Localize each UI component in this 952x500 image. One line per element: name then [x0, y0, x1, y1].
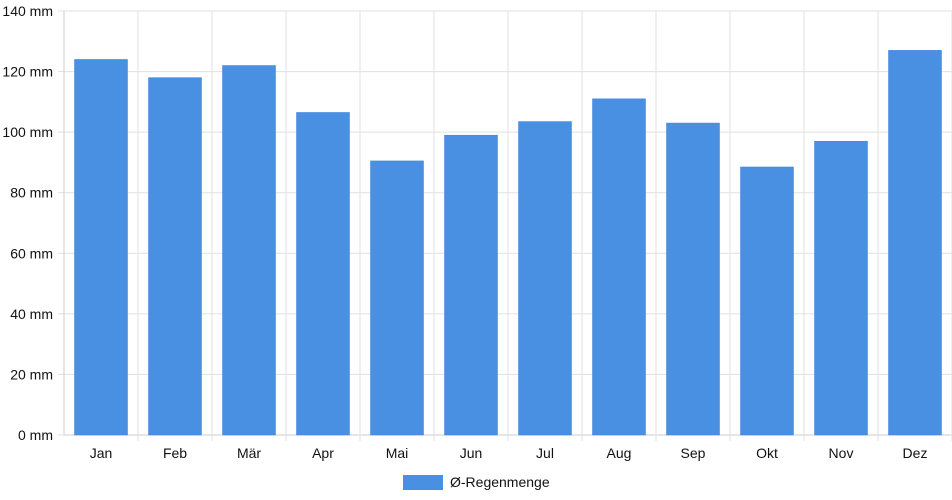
bar-mär[interactable] [222, 65, 276, 436]
x-tick-label: Nov [829, 445, 854, 461]
x-tick-label: Feb [163, 445, 187, 461]
bar-aug[interactable] [592, 98, 646, 436]
x-tick-label: Mai [386, 445, 409, 461]
bars [74, 50, 942, 436]
legend-swatch [403, 475, 443, 490]
bar-okt[interactable] [740, 166, 794, 436]
axes: 0 mm 20 mm 40 mm 60 mm 80 mm 100 mm 120 mm 140 … [2, 3, 927, 461]
x-tick-label: Jun [460, 445, 483, 461]
bar-mai[interactable] [370, 160, 424, 436]
bar-sep[interactable] [666, 122, 720, 436]
bar-dez[interactable] [888, 50, 942, 436]
x-tick-label: Mär [237, 445, 261, 461]
bar-jul[interactable] [518, 121, 572, 436]
x-tick-label: Dez [903, 445, 928, 461]
y-tick-label: 80 mm [10, 185, 53, 201]
y-tick-label: 120 mm [2, 64, 53, 80]
x-tick-label: Sep [681, 445, 706, 461]
bar-feb[interactable] [148, 77, 202, 436]
bar-jan[interactable] [74, 59, 128, 436]
y-tick-label: 60 mm [10, 245, 53, 261]
x-tick-label: Jan [90, 445, 113, 461]
bar-jun[interactable] [444, 134, 498, 436]
y-tick-label: 40 mm [10, 306, 53, 322]
y-tick-label: 0 mm [18, 427, 53, 443]
x-tick-label: Okt [756, 445, 778, 461]
bar-apr[interactable] [296, 112, 350, 436]
legend[interactable]: Ø-Regenmenge [403, 474, 550, 490]
grid-lines [58, 10, 952, 441]
y-tick-label: 20 mm [10, 366, 53, 382]
bar-nov[interactable] [814, 140, 868, 436]
x-tick-label: Aug [607, 445, 632, 461]
y-tick-label: 100 mm [2, 124, 53, 140]
x-tick-label: Apr [312, 445, 334, 461]
legend-label: Ø-Regenmenge [450, 474, 550, 490]
x-tick-label: Jul [536, 445, 554, 461]
y-tick-label: 140 mm [2, 3, 53, 19]
